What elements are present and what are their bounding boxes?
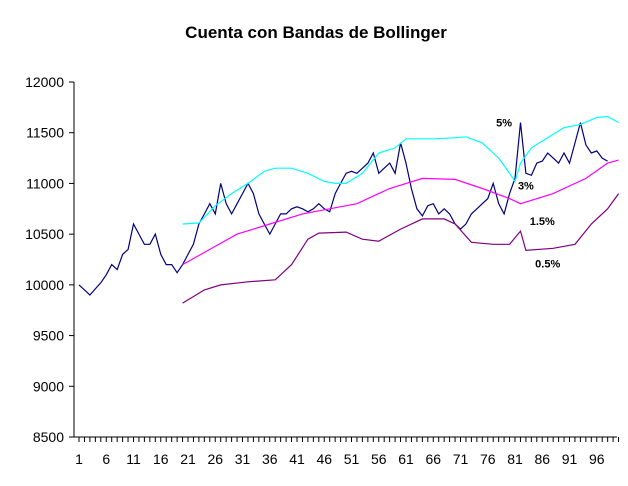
y-tick-label: 12000 bbox=[25, 74, 64, 90]
annotation-label: 3% bbox=[518, 181, 534, 193]
annotation-label: 1.5% bbox=[530, 216, 555, 228]
x-tick-label: 31 bbox=[235, 451, 251, 467]
y-tick-label: 11500 bbox=[26, 125, 64, 141]
series-banda-superior bbox=[182, 115, 619, 225]
y-tick-label: 10500 bbox=[25, 226, 64, 242]
y-tick-label: 9000 bbox=[33, 378, 64, 394]
series-cuenta bbox=[78, 122, 608, 296]
x-tick-label: 51 bbox=[344, 451, 360, 467]
y-tick-label: 8500 bbox=[33, 429, 64, 445]
x-tick-label: 56 bbox=[371, 451, 387, 467]
x-tick-label: 76 bbox=[480, 451, 496, 467]
y-tick-label: 9500 bbox=[33, 328, 64, 344]
annotation-label: 0.5% bbox=[535, 259, 560, 271]
chart-title: Cuenta con Bandas de Bollinger bbox=[185, 23, 447, 42]
series-banda-inferior bbox=[182, 193, 620, 304]
x-tick-label: 6 bbox=[102, 451, 110, 467]
x-tick-label: 26 bbox=[207, 451, 223, 467]
x-tick-label: 21 bbox=[180, 451, 196, 467]
x-tick-label: 36 bbox=[262, 451, 278, 467]
x-tick-label: 46 bbox=[316, 451, 332, 467]
x-tick-label: 71 bbox=[453, 451, 469, 467]
x-tick-label: 91 bbox=[562, 451, 578, 467]
x-tick-label: 86 bbox=[534, 451, 550, 467]
x-tick-label: 81 bbox=[507, 451, 523, 467]
x-tick-label: 16 bbox=[153, 451, 169, 467]
series-media-m-vil bbox=[182, 159, 619, 266]
annotation-label: 5% bbox=[496, 118, 512, 130]
x-tick-label: 11 bbox=[126, 451, 141, 467]
x-tick-label: 41 bbox=[289, 451, 305, 467]
x-tick-label: 96 bbox=[589, 451, 605, 467]
x-tick-label: 66 bbox=[425, 451, 441, 467]
x-tick-label: 61 bbox=[398, 451, 414, 467]
y-tick-label: 11000 bbox=[26, 175, 64, 191]
x-tick-label: 1 bbox=[75, 451, 83, 467]
y-tick-label: 10000 bbox=[25, 277, 64, 293]
